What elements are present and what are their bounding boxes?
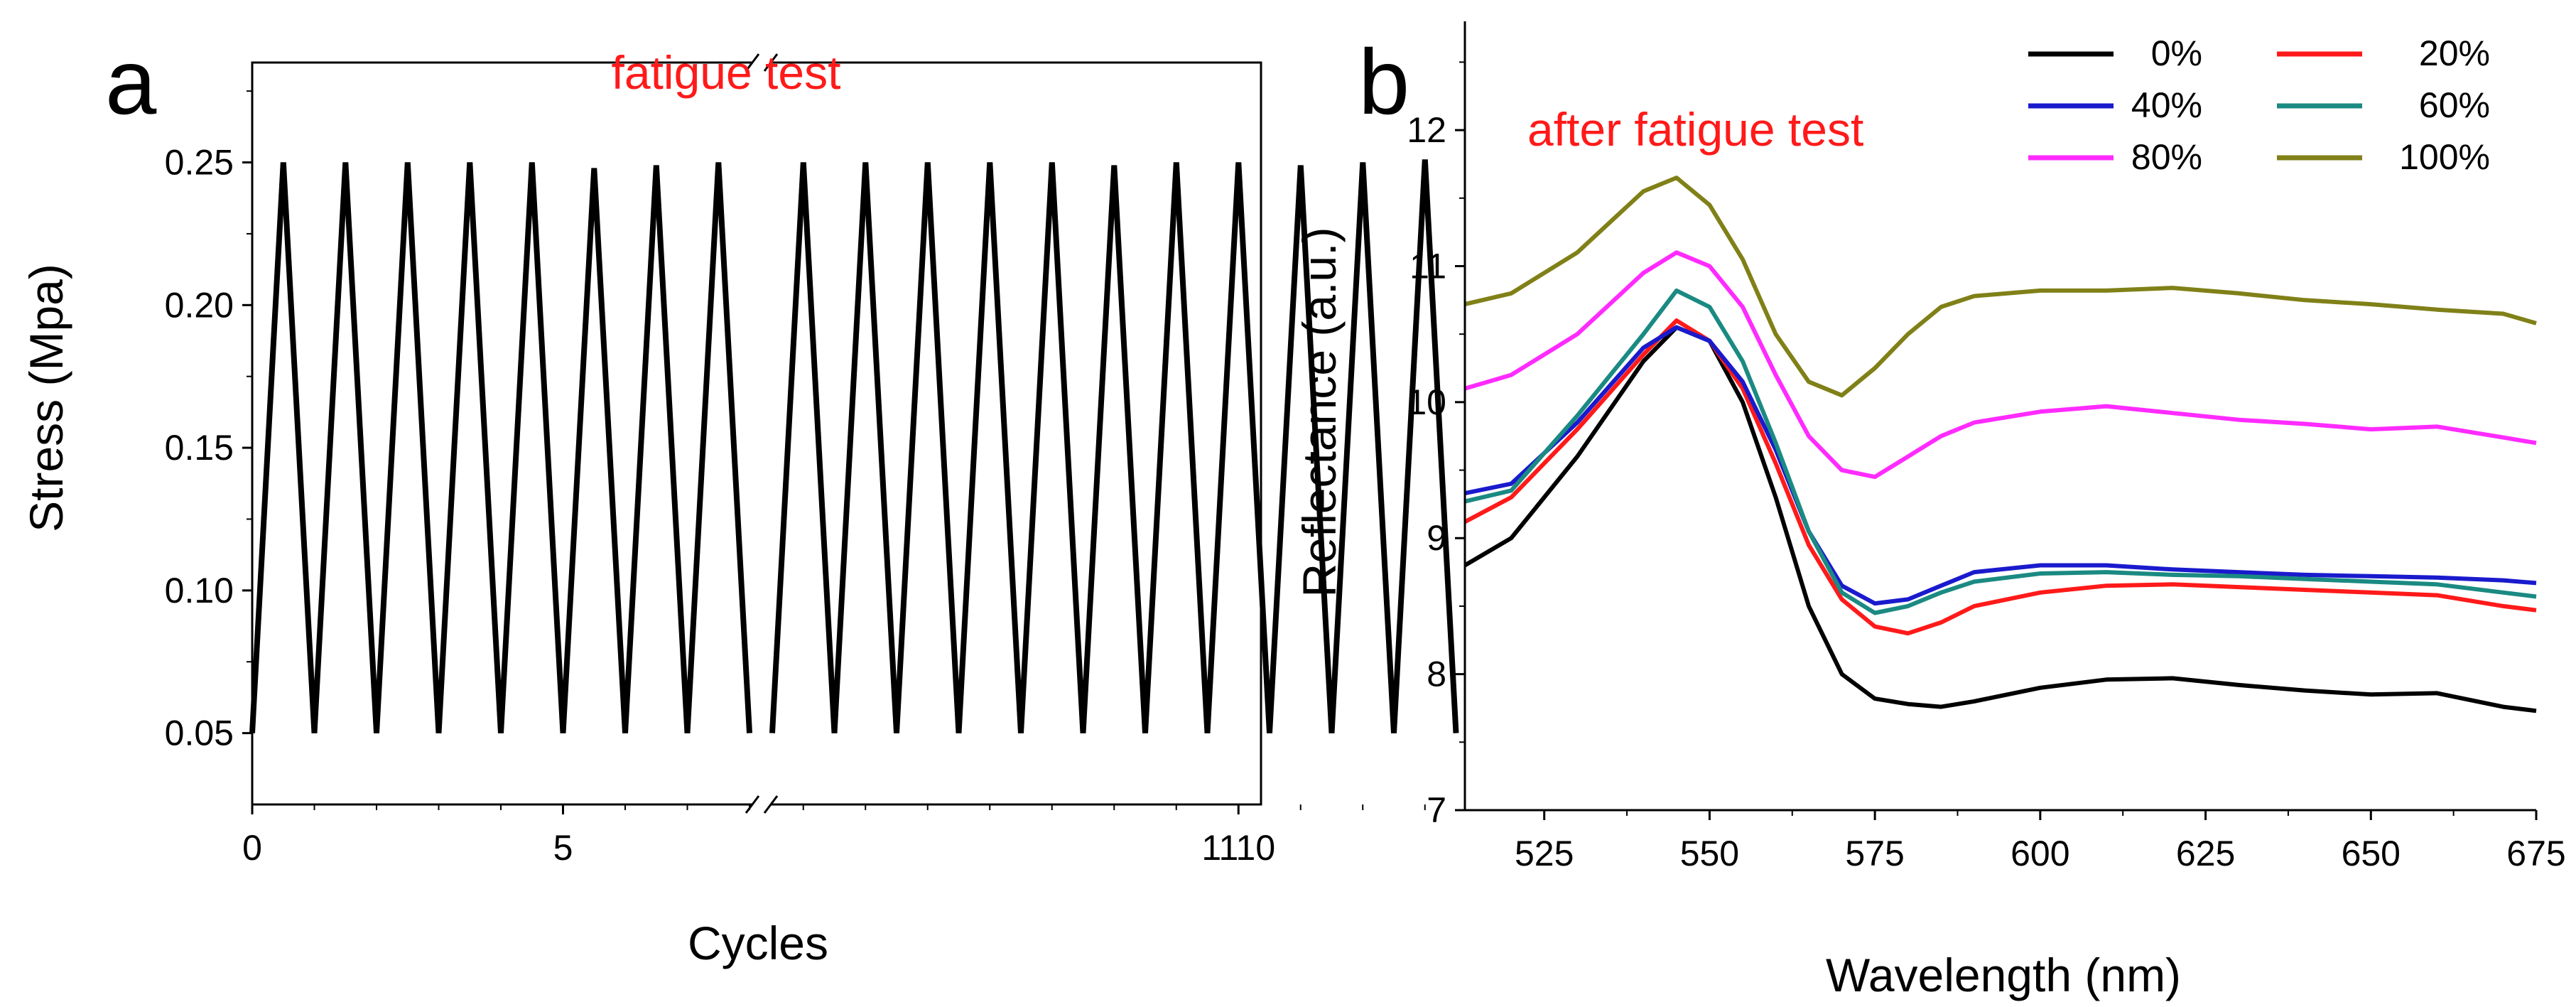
panel-b-legend: 0% 20% 40% 60% 80% 100% bbox=[2028, 33, 2490, 177]
x-tick-label: 625 bbox=[2176, 834, 2235, 873]
x-tick-label: 650 bbox=[2342, 834, 2401, 873]
panel-a-axes bbox=[251, 53, 1262, 814]
stress-cycle-line-segment-2 bbox=[769, 159, 1459, 733]
reflectance-line-60pct bbox=[1464, 288, 2537, 615]
x-tick-label: 525 bbox=[1515, 834, 1574, 873]
y-tick-label: 10 bbox=[1407, 382, 1446, 422]
panel-b-y-axis-title: Reflectance (a.u.) bbox=[1293, 227, 1346, 598]
panel-b-ticks: 525 550 575 600 625 650 675 7 8 9 10 11 12 bbox=[1407, 61, 2566, 873]
y-tick-label: 0.20 bbox=[165, 285, 234, 325]
y-tick-label: 7 bbox=[1427, 790, 1446, 830]
panel-a-y-axis-title: Stress (Mpa) bbox=[20, 264, 72, 532]
y-tick-label: 12 bbox=[1407, 110, 1446, 150]
panel-b-letter: b bbox=[1358, 30, 1409, 134]
legend-label: 20% bbox=[2419, 33, 2490, 73]
x-tick-label: 1110 bbox=[1201, 828, 1275, 868]
x-tick-label: 0 bbox=[242, 828, 262, 868]
x-tick-label: 5 bbox=[553, 828, 573, 868]
panel-b-axes bbox=[1463, 21, 2536, 812]
legend-label: 0% bbox=[2151, 33, 2202, 73]
legend-label: 60% bbox=[2419, 85, 2490, 125]
stress-cycle-line-segment-1 bbox=[249, 162, 752, 733]
x-tick-label: 550 bbox=[1680, 834, 1739, 873]
y-tick-label: 0.05 bbox=[165, 713, 234, 753]
y-tick-label: 9 bbox=[1427, 518, 1446, 558]
y-tick-label: 0.10 bbox=[165, 571, 234, 610]
y-tick-label: 11 bbox=[1409, 246, 1446, 286]
legend-label: 80% bbox=[2131, 137, 2202, 177]
axis-break-gap-bottom bbox=[753, 802, 770, 807]
axis-break-mark-top bbox=[763, 53, 779, 72]
y-tick-label: 8 bbox=[1427, 655, 1446, 694]
x-tick-label: 600 bbox=[2011, 834, 2069, 873]
axis-break-mark-bottom bbox=[745, 795, 760, 814]
panel-a-annotation: fatigue test bbox=[612, 46, 841, 99]
panel-a-plot-lines bbox=[249, 159, 1459, 733]
panel-b: b 525 550 575 600 625 650 675 7 8 9 10 11 12 0% 20% 40… bbox=[1293, 21, 2566, 1001]
x-tick-label: 575 bbox=[1845, 834, 1904, 873]
panel-b-x-axis-title: Wavelength (nm) bbox=[1826, 949, 2181, 1001]
reflectance-line-0pct bbox=[1463, 325, 2537, 713]
axis-break-gap-top bbox=[753, 60, 770, 65]
legend-label: 100% bbox=[2399, 137, 2490, 177]
reflectance-line-40pct bbox=[1464, 325, 2537, 606]
panel-a-ticks: 0 5 1110 0.05 0.10 0.15 0.20 0.25 bbox=[165, 90, 1426, 868]
axis-break-mark-bottom bbox=[763, 795, 779, 814]
panel-a-x-axis-title: Cycles bbox=[688, 917, 828, 969]
legend-label: 40% bbox=[2131, 85, 2202, 125]
panel-b-annotation: after fatigue test bbox=[1527, 103, 1863, 156]
y-tick-label: 0.15 bbox=[165, 428, 234, 468]
panel-a-frame bbox=[251, 61, 1262, 806]
panel-a-letter: a bbox=[105, 30, 157, 134]
x-tick-label: 675 bbox=[2506, 834, 2565, 873]
reflectance-line-80pct bbox=[1464, 250, 2537, 480]
y-tick-label: 0.25 bbox=[165, 143, 234, 183]
reflectance-line-100pct bbox=[1464, 176, 2537, 398]
axis-break-mark-top bbox=[745, 53, 760, 72]
panel-b-plot-lines bbox=[1463, 176, 2537, 713]
